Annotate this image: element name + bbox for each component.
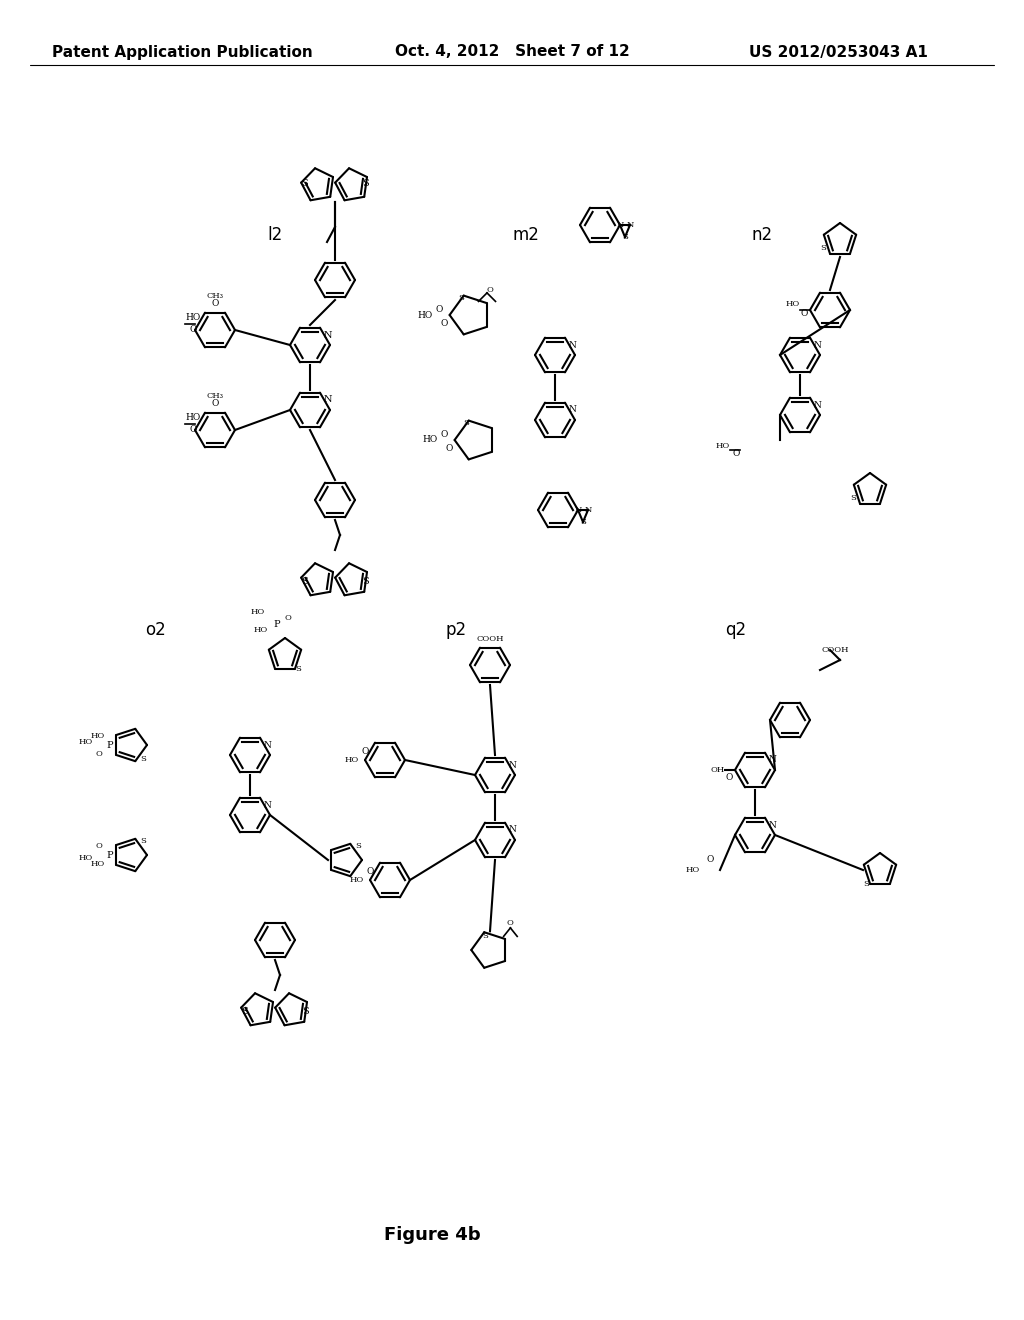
Text: N: N [509, 825, 516, 834]
Text: S: S [301, 178, 308, 187]
Text: m2: m2 [513, 226, 540, 244]
Text: HO: HO [79, 854, 92, 862]
Text: HO: HO [418, 310, 432, 319]
Text: N: N [568, 405, 577, 414]
Text: S: S [622, 234, 628, 242]
Text: O: O [211, 400, 219, 408]
Text: S: S [241, 1007, 248, 1016]
Text: O: O [732, 450, 739, 458]
Text: CH₃: CH₃ [207, 392, 223, 400]
Text: N: N [768, 755, 776, 764]
Text: N: N [574, 506, 582, 513]
Text: O: O [189, 425, 197, 434]
Text: S: S [362, 578, 369, 586]
Text: S: S [482, 932, 487, 940]
Text: l2: l2 [267, 226, 283, 244]
Text: S: S [863, 879, 869, 887]
Text: O: O [440, 430, 449, 440]
Text: O: O [96, 842, 102, 850]
Text: N: N [813, 341, 821, 350]
Text: N: N [768, 821, 776, 829]
Text: COOH: COOH [821, 645, 849, 653]
Text: HO: HO [345, 756, 359, 764]
Text: S: S [355, 842, 361, 850]
Text: US 2012/0253043 A1: US 2012/0253043 A1 [749, 45, 928, 59]
Text: P: P [106, 741, 113, 750]
Text: O: O [707, 855, 714, 865]
Text: O: O [211, 300, 219, 309]
Text: N: N [263, 741, 271, 750]
Text: HO: HO [185, 413, 201, 422]
Text: Oct. 4, 2012   Sheet 7 of 12: Oct. 4, 2012 Sheet 7 of 12 [394, 45, 630, 59]
Text: HO: HO [250, 609, 264, 616]
Text: HO: HO [422, 436, 437, 445]
Text: OH: OH [711, 766, 725, 774]
Text: O: O [189, 326, 197, 334]
Text: N: N [324, 330, 332, 339]
Text: N: N [813, 400, 821, 409]
Text: N: N [627, 220, 634, 228]
Text: S: S [140, 837, 146, 845]
Text: O: O [440, 319, 449, 327]
Text: HO: HO [185, 314, 201, 322]
Text: S: S [302, 1007, 309, 1016]
Text: HO: HO [90, 859, 104, 867]
Text: O: O [507, 919, 514, 927]
Text: Figure 4b: Figure 4b [384, 1226, 480, 1243]
Text: HO: HO [254, 626, 268, 634]
Text: O: O [361, 747, 369, 756]
Text: HO: HO [686, 866, 700, 874]
Text: O: O [725, 774, 733, 783]
Text: o2: o2 [144, 620, 165, 639]
Text: Patent Application Publication: Patent Application Publication [51, 45, 312, 59]
Text: O: O [96, 750, 102, 758]
Text: S: S [362, 178, 369, 187]
Text: S: S [301, 578, 308, 586]
Text: n2: n2 [752, 226, 772, 244]
Text: S: S [296, 664, 301, 673]
Text: N: N [616, 220, 624, 228]
Text: P: P [273, 620, 280, 628]
Text: N: N [509, 760, 516, 770]
Text: O: O [367, 867, 374, 876]
Text: COOH: COOH [476, 635, 504, 643]
Text: N: N [585, 506, 592, 513]
Text: S: S [850, 495, 856, 503]
Text: N: N [263, 800, 271, 809]
Text: S: S [140, 755, 146, 763]
Text: HO: HO [785, 300, 800, 308]
Text: q2: q2 [725, 620, 746, 639]
Text: S: S [459, 294, 465, 302]
Text: O: O [285, 614, 292, 622]
Text: HO: HO [79, 738, 92, 746]
Text: S: S [464, 418, 469, 426]
Text: p2: p2 [445, 620, 467, 639]
Text: O: O [487, 285, 494, 293]
Text: P: P [106, 850, 113, 859]
Text: O: O [445, 444, 454, 453]
Text: HO: HO [90, 733, 104, 741]
Text: N: N [568, 341, 577, 350]
Text: O: O [436, 305, 443, 314]
Text: S: S [820, 244, 826, 252]
Text: HO: HO [716, 442, 730, 450]
Text: HO: HO [350, 876, 364, 884]
Text: O: O [801, 309, 808, 318]
Text: CH₃: CH₃ [207, 292, 223, 300]
Text: S: S [580, 517, 586, 525]
Text: N: N [324, 396, 332, 404]
